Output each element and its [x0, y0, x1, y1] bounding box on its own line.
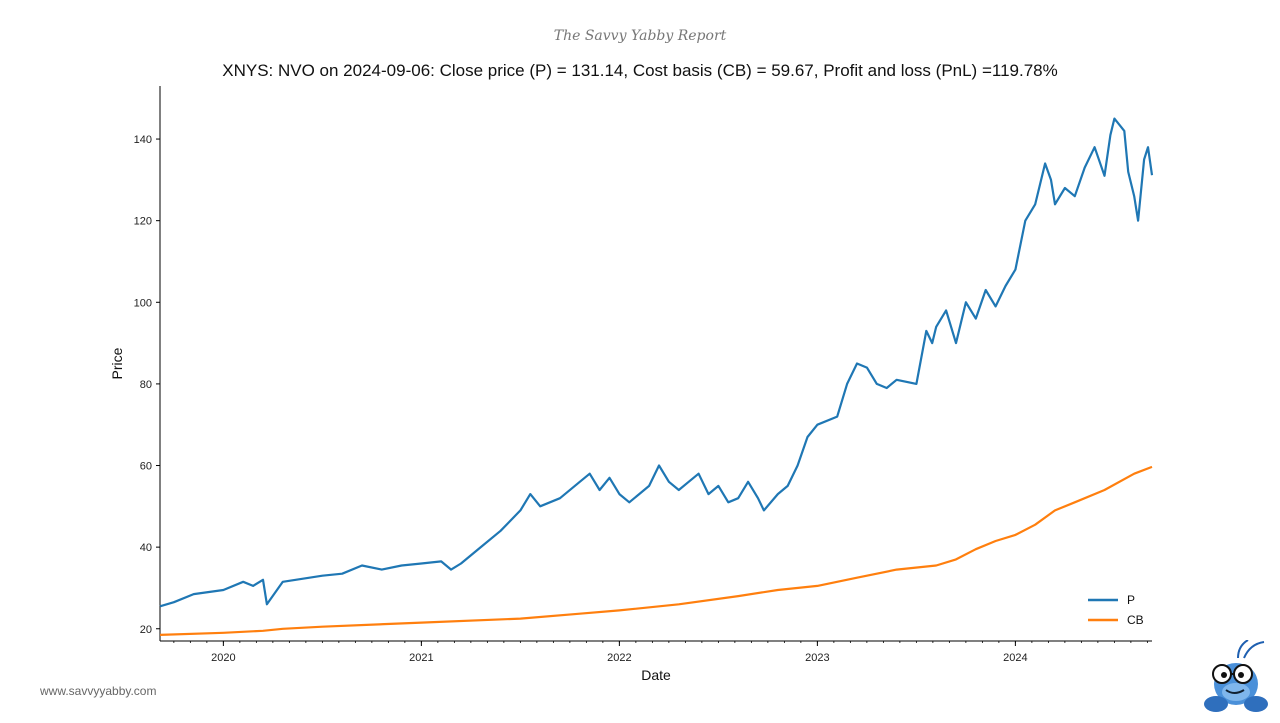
- website-link[interactable]: www.savvyyabby.com: [40, 684, 157, 698]
- y-tick-label: 120: [134, 216, 152, 228]
- yabby-mascot-icon: [1198, 639, 1274, 718]
- legend-label-p: P: [1127, 593, 1135, 607]
- y-tick-label: 140: [134, 134, 152, 146]
- x-tick-label: 2021: [409, 652, 433, 664]
- y-tick-label: 20: [140, 624, 152, 636]
- chart-axes: 20 40 60 80 100 120 140 2020 2021 2022 2023 2024: [134, 86, 1152, 664]
- x-tick-label: 2020: [211, 652, 235, 664]
- x-tick-label: 2022: [607, 652, 631, 664]
- y-tick-label: 40: [140, 542, 152, 554]
- chart-legend: P CB: [1088, 593, 1144, 627]
- y-tick-label: 60: [140, 461, 152, 473]
- y-tick-label: 100: [134, 297, 152, 309]
- chart-title: XNYS: NVO on 2024-09-06: Close price (P)…: [222, 61, 1058, 80]
- y-axis-label: Price: [109, 347, 125, 379]
- x-tick-label: 2023: [805, 652, 829, 664]
- x-axis-label: Date: [641, 667, 671, 683]
- y-tick-label: 80: [140, 379, 152, 391]
- series-line-cb: [159, 465, 1153, 636]
- series-line-p: [159, 117, 1154, 608]
- legend-label-cb: CB: [1127, 613, 1144, 627]
- brand-title: The Savvy Yabby Report: [553, 28, 727, 44]
- x-tick-label: 2024: [1003, 652, 1027, 664]
- chart-series: [159, 117, 1154, 636]
